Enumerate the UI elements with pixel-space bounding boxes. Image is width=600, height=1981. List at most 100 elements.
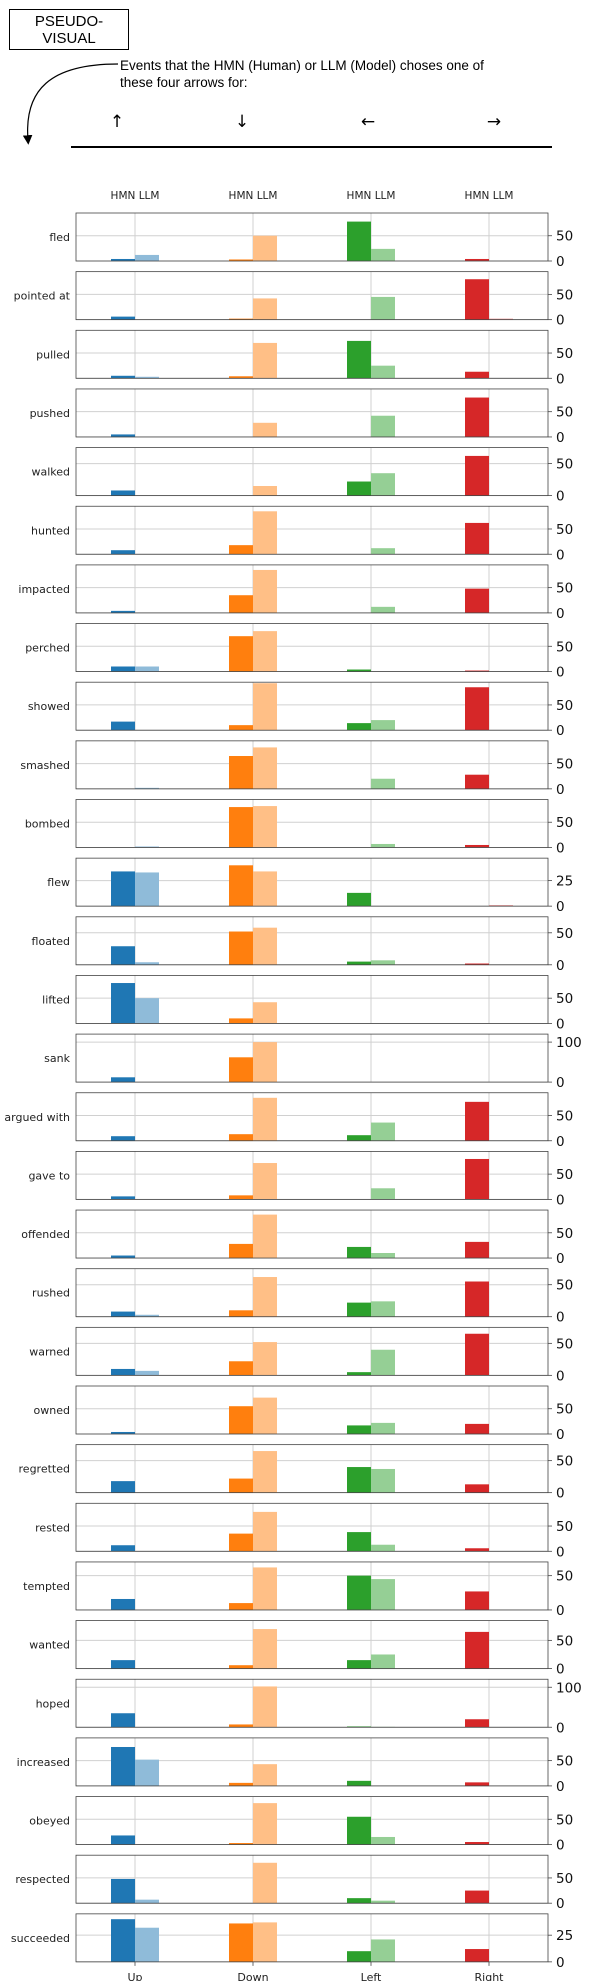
- bar-llm-pointed-at-down: [253, 298, 277, 320]
- xtick-label-left: Left: [361, 1971, 382, 1981]
- panel-label-floated: floated: [32, 935, 70, 948]
- bar-hmn-hoped-up: [111, 1713, 135, 1728]
- description: Events that the HMN (Human) or LLM (Mode…: [120, 57, 520, 91]
- bar-hmn-walked-left: [347, 481, 371, 496]
- bar-hmn-respected-left: [347, 1898, 371, 1904]
- ytick-label-hunted-0: 0: [556, 547, 565, 563]
- bar-llm-regretted-down: [253, 1451, 277, 1493]
- bar-hmn-warned-left: [347, 1372, 371, 1376]
- right-arrow-icon: →: [486, 112, 502, 132]
- bar-llm-succeeded-down: [253, 1922, 277, 1962]
- curved-arrow-icon: [22, 63, 119, 145]
- bar-hmn-increased-right: [465, 1782, 489, 1786]
- bar-llm-warned-down: [253, 1342, 277, 1376]
- bar-llm-pushed-left: [371, 415, 395, 437]
- panel-label-impacted: impacted: [18, 583, 70, 596]
- panel-label-smashed: smashed: [20, 759, 70, 772]
- ytick-label-gave-to-0: 0: [556, 1192, 565, 1208]
- bar-llm-smashed-up: [135, 787, 159, 789]
- panel-label-owned: owned: [34, 1404, 70, 1417]
- bar-llm-hunted-down: [253, 511, 277, 555]
- panel-frame-walked: [75, 447, 549, 497]
- panel-label-flew: flew: [47, 876, 70, 889]
- bar-llm-impacted-left: [371, 606, 395, 613]
- ytick-label-wanted-0: 0: [556, 1662, 565, 1678]
- bar-llm-warned-left: [371, 1349, 395, 1376]
- bar-hmn-perched-left: [347, 669, 371, 672]
- ytick-label-hunted-50: 50: [556, 522, 573, 538]
- bar-hmn-hoped-left: [347, 1726, 371, 1728]
- panel-frame-impacted: [75, 564, 549, 614]
- ytick-label-rushed-50: 50: [556, 1278, 573, 1294]
- bar-llm-argued-with-left: [371, 1122, 395, 1141]
- bar-hmn-rested-left: [347, 1532, 371, 1552]
- bar-hmn-obeyed-left: [347, 1816, 371, 1845]
- bar-hmn-tempted-left: [347, 1575, 371, 1610]
- ytick-label-obeyed-50: 50: [556, 1812, 573, 1828]
- bar-hmn-perched-right: [465, 670, 489, 672]
- bar-hmn-walked-right: [465, 455, 489, 496]
- ytick-label-showed-0: 0: [556, 723, 565, 739]
- bar-llm-rushed-left: [371, 1301, 395, 1317]
- panel-frame-pulled: [75, 329, 549, 379]
- bar-hmn-hunted-up: [111, 550, 135, 555]
- bar-hmn-pulled-up: [111, 375, 135, 379]
- panel-frame-pushed: [75, 388, 549, 438]
- bar-hmn-tempted-right: [465, 1591, 489, 1610]
- bar-hmn-regretted-down: [229, 1478, 253, 1493]
- bar-hmn-increased-down: [229, 1782, 253, 1786]
- panel-frame-owned: [75, 1385, 549, 1435]
- bar-llm-bombed-left: [371, 843, 395, 848]
- ytick-label-bombed-0: 0: [556, 841, 565, 857]
- bar-llm-pulled-left: [371, 365, 395, 379]
- bar-llm-flew-up: [135, 872, 159, 907]
- ytick-label-pulled-0: 0: [556, 371, 565, 387]
- ytick-label-walked-0: 0: [556, 489, 565, 505]
- ytick-label-pushed-50: 50: [556, 405, 573, 421]
- bar-hmn-increased-up: [111, 1746, 135, 1786]
- ytick-label-showed-50: 50: [556, 698, 573, 714]
- bar-llm-warned-up: [135, 1370, 159, 1376]
- xtick-label-up: Up: [127, 1971, 142, 1981]
- bar-hmn-succeeded-right: [465, 1949, 489, 1962]
- ytick-label-regretted-0: 0: [556, 1486, 565, 1502]
- panel-label-walked: walked: [31, 466, 70, 479]
- bar-hmn-hunted-down: [229, 545, 253, 555]
- ytick-label-floated-0: 0: [556, 958, 565, 974]
- ytick-label-obeyed-0: 0: [556, 1838, 565, 1854]
- ytick-label-tempted-50: 50: [556, 1569, 573, 1585]
- bar-hmn-showed-left: [347, 723, 371, 731]
- bar-llm-fled-down: [253, 235, 277, 261]
- bar-hmn-obeyed-up: [111, 1835, 135, 1845]
- panel-frame-regretted: [75, 1444, 549, 1494]
- bar-hmn-perched-down: [229, 636, 253, 672]
- bar-llm-rested-left: [371, 1544, 395, 1552]
- bar-llm-floated-down: [253, 927, 277, 965]
- description-line-2: these four arrows for:: [120, 75, 248, 90]
- bar-llm-owned-left: [371, 1422, 395, 1434]
- bar-hmn-floated-down: [229, 931, 253, 965]
- bar-hmn-rested-up: [111, 1545, 135, 1552]
- panel-frame-lifted: [75, 975, 549, 1024]
- panel-frame-offended: [75, 1209, 549, 1259]
- bar-hmn-rushed-left: [347, 1302, 371, 1317]
- bar-hmn-regretted-left: [347, 1467, 371, 1493]
- panel-frame-pointed-at: [75, 271, 549, 321]
- bar-hmn-pointed-at-up: [111, 316, 135, 320]
- panel-frame-obeyed: [75, 1796, 549, 1845]
- bar-hmn-rushed-up: [111, 1311, 135, 1317]
- bar-llm-gave-to-down: [253, 1163, 277, 1200]
- bar-llm-sank-down: [253, 1042, 277, 1083]
- bar-llm-offended-down: [253, 1214, 277, 1259]
- bar-llm-impacted-down: [253, 569, 277, 613]
- ytick-label-respected-50: 50: [556, 1871, 573, 1887]
- bar-hmn-succeeded-down: [229, 1923, 253, 1962]
- panel-frame-hunted: [75, 505, 549, 555]
- bar-hmn-warned-down: [229, 1361, 253, 1376]
- ytick-label-sank-0: 0: [556, 1075, 565, 1091]
- bar-llm-smashed-left: [371, 778, 395, 789]
- ytick-label-pointed-at-50: 50: [556, 287, 573, 303]
- bar-llm-fled-left: [371, 248, 395, 261]
- down-arrow-icon: ↓: [234, 112, 250, 132]
- panel-label-sank: sank: [44, 1052, 70, 1065]
